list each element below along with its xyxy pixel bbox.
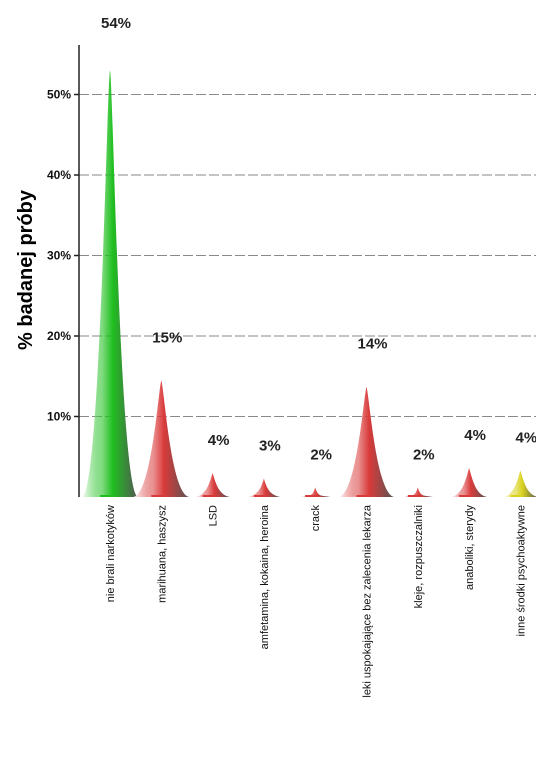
category-label: kleje, rozpuszczalniki — [413, 505, 425, 608]
ytick-label: 30% — [47, 249, 71, 263]
bar-6 — [402, 487, 434, 497]
data-label: 3% — [259, 437, 281, 454]
data-labels: 54% 15% 4% 3% 2% 14% 2% 4% 4% — [101, 15, 536, 463]
data-label: 4% — [516, 429, 536, 446]
y-axis-label: % badanej próby — [15, 189, 37, 350]
category-label: inne środki psychoaktywne — [515, 505, 527, 636]
data-label: 15% — [152, 329, 182, 346]
category-label: LSD — [208, 505, 220, 526]
bar-7 — [451, 468, 488, 497]
data-label: 54% — [101, 15, 131, 32]
data-label: 2% — [310, 446, 332, 463]
ytick-label: 10% — [47, 410, 71, 424]
data-label: 4% — [208, 432, 230, 449]
gridlines — [79, 94, 536, 417]
data-label: 4% — [464, 427, 486, 444]
data-label: 14% — [357, 336, 387, 353]
category-label: leki uspokajające bez zalecenia lekarza — [362, 504, 374, 697]
bar-1 — [133, 380, 190, 497]
y-ticks: 10% 20% 30% 40% 50% — [47, 88, 79, 424]
category-label: nie brali narkotyków — [105, 505, 117, 602]
category-labels: nie brali narkotyków marihuana, haszysz LS… — [105, 504, 527, 698]
chart-marks — [82, 70, 536, 497]
bar-8 — [502, 470, 536, 497]
bar-3 — [247, 478, 281, 497]
ytick-label: 40% — [47, 168, 71, 182]
bar-2 — [195, 472, 230, 497]
bar-5 — [338, 386, 395, 497]
data-label: 2% — [413, 446, 435, 463]
category-label: amfetamina, kokaina, heroina — [259, 504, 271, 649]
category-label: marihuana, haszysz — [156, 505, 168, 603]
bar-0 — [82, 70, 138, 497]
category-label: anaboliki, sterydy — [464, 505, 476, 590]
ytick-label: 50% — [47, 88, 71, 102]
ytick-label: 20% — [47, 329, 71, 343]
category-label: crack — [310, 505, 322, 532]
bar-4 — [299, 487, 331, 497]
